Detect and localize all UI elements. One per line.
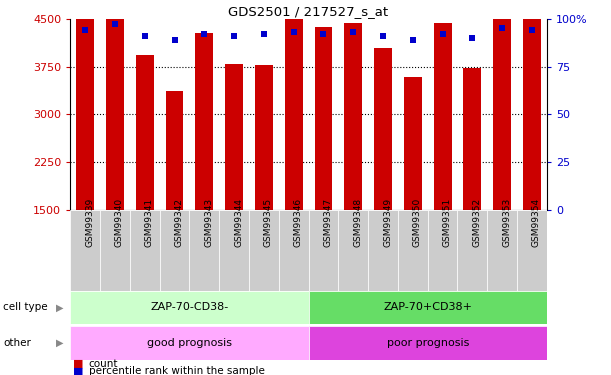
Bar xyxy=(368,210,398,291)
Text: GSM99352: GSM99352 xyxy=(472,198,481,247)
Bar xyxy=(130,210,159,291)
Bar xyxy=(458,210,488,291)
Bar xyxy=(189,210,219,291)
Text: good prognosis: good prognosis xyxy=(147,338,232,348)
Bar xyxy=(225,64,243,210)
Bar xyxy=(309,210,338,291)
Bar xyxy=(517,210,547,291)
Point xyxy=(259,31,269,37)
Bar xyxy=(309,291,547,324)
Point xyxy=(408,37,418,43)
Point xyxy=(140,33,150,39)
Point xyxy=(348,29,358,35)
Text: ▶: ▶ xyxy=(56,338,64,348)
Bar xyxy=(315,27,332,210)
Text: ZAP-70-CD38-: ZAP-70-CD38- xyxy=(150,303,229,312)
Text: other: other xyxy=(3,338,31,348)
Bar xyxy=(106,0,124,210)
Text: cell type: cell type xyxy=(3,303,48,312)
Text: count: count xyxy=(89,359,118,369)
Text: poor prognosis: poor prognosis xyxy=(387,338,469,348)
Point xyxy=(170,37,180,43)
Point xyxy=(80,27,90,33)
Bar xyxy=(159,210,189,291)
Bar xyxy=(404,77,422,210)
Text: GSM99343: GSM99343 xyxy=(204,198,213,247)
Text: percentile rank within the sample: percentile rank within the sample xyxy=(89,366,265,375)
Text: ■: ■ xyxy=(73,366,84,375)
Bar xyxy=(196,33,213,210)
Text: ZAP-70+CD38+: ZAP-70+CD38+ xyxy=(383,303,472,312)
Point xyxy=(289,29,299,35)
Bar xyxy=(166,91,183,210)
Point xyxy=(318,31,328,37)
Bar xyxy=(493,13,511,210)
Text: ▶: ▶ xyxy=(56,303,64,312)
Bar xyxy=(285,8,302,210)
Title: GDS2501 / 217527_s_at: GDS2501 / 217527_s_at xyxy=(229,4,389,18)
Bar xyxy=(70,326,309,360)
Bar xyxy=(523,0,541,210)
Text: GSM99339: GSM99339 xyxy=(85,198,94,247)
Bar xyxy=(76,15,94,210)
Text: GSM99348: GSM99348 xyxy=(353,198,362,247)
Text: GSM99341: GSM99341 xyxy=(145,198,154,247)
Text: GSM99342: GSM99342 xyxy=(175,198,183,247)
Bar xyxy=(374,48,392,210)
Text: GSM99353: GSM99353 xyxy=(502,198,511,247)
Bar xyxy=(219,210,249,291)
Bar xyxy=(309,326,547,360)
Point xyxy=(437,31,447,37)
Bar xyxy=(100,210,130,291)
Bar xyxy=(345,22,362,210)
Bar xyxy=(434,22,452,210)
Text: GSM99351: GSM99351 xyxy=(442,198,452,247)
Text: GSM99347: GSM99347 xyxy=(323,198,332,247)
Point xyxy=(199,31,209,37)
Text: GSM99346: GSM99346 xyxy=(294,198,302,247)
Bar xyxy=(398,210,428,291)
Bar xyxy=(338,210,368,291)
Bar xyxy=(136,55,154,210)
Point xyxy=(497,26,507,32)
Text: GSM99349: GSM99349 xyxy=(383,198,392,247)
Point xyxy=(527,27,537,33)
Bar xyxy=(488,210,517,291)
Point xyxy=(229,33,239,39)
Text: ■: ■ xyxy=(73,359,84,369)
Text: GSM99354: GSM99354 xyxy=(532,198,541,247)
Point xyxy=(467,35,477,41)
Bar xyxy=(279,210,309,291)
Bar xyxy=(463,68,481,210)
Bar xyxy=(70,291,309,324)
Text: GSM99344: GSM99344 xyxy=(234,198,243,247)
Text: GSM99345: GSM99345 xyxy=(264,198,273,247)
Text: GSM99340: GSM99340 xyxy=(115,198,124,247)
Bar xyxy=(249,210,279,291)
Bar xyxy=(255,64,273,210)
Point xyxy=(378,33,388,39)
Bar xyxy=(428,210,458,291)
Text: GSM99350: GSM99350 xyxy=(413,198,422,247)
Bar xyxy=(70,210,100,291)
Point xyxy=(110,21,120,27)
